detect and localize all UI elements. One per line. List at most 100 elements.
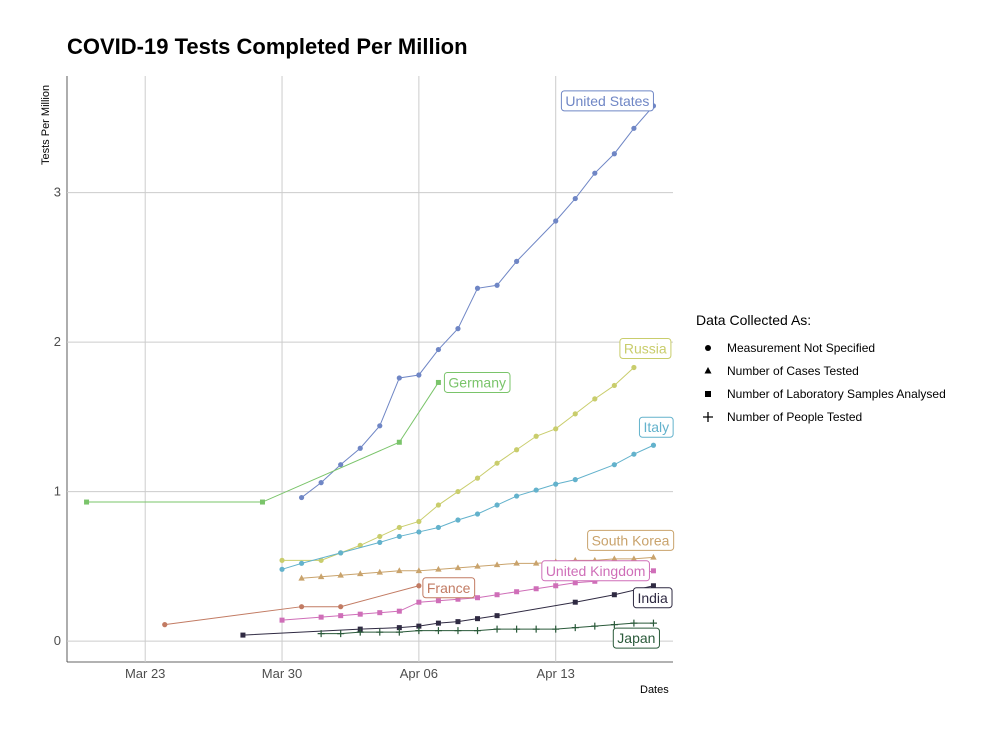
series-label-box (443, 371, 511, 393)
data-point (553, 583, 559, 589)
legend: Data Collected As: Measurement Not Speci… (696, 312, 946, 428)
series-line (301, 105, 654, 498)
series-label-box (560, 90, 654, 112)
data-point (514, 258, 520, 264)
data-point (298, 604, 305, 610)
data-point (631, 451, 637, 457)
square-marker-icon (705, 390, 711, 397)
legend-item-samples: Number of Laboratory Samples Analysed (696, 382, 946, 405)
data-point (377, 423, 383, 429)
data-point (317, 573, 325, 580)
series-line (164, 585, 420, 626)
data-point (611, 462, 617, 468)
data-point (572, 477, 578, 483)
series-line (282, 367, 635, 561)
series-label: Italy (643, 419, 669, 435)
data-point (298, 560, 305, 566)
data-point (279, 617, 285, 623)
data-point (631, 364, 637, 371)
data-point (494, 502, 500, 508)
data-point (514, 589, 520, 595)
data-point (650, 553, 657, 560)
data-point (435, 502, 442, 508)
data-point (357, 570, 364, 577)
data-point (396, 524, 402, 531)
data-point (84, 499, 90, 505)
data-point (494, 460, 500, 466)
data-point (395, 628, 403, 636)
chart-title: COVID-19 Tests Completed Per Million (67, 34, 468, 59)
legend-label: Measurement Not Specified (727, 340, 876, 355)
legend-label: Number of People Tested (727, 409, 863, 424)
data-point (357, 611, 363, 617)
data-point (611, 151, 617, 157)
data-point (298, 574, 305, 581)
data-point (455, 326, 461, 332)
data-point (396, 533, 402, 540)
data-point (454, 564, 462, 571)
data-point (338, 462, 344, 468)
data-point (318, 614, 324, 620)
series-label-box (541, 560, 650, 582)
series-label: Japan (617, 630, 655, 646)
data-point (533, 586, 539, 592)
plus-marker-icon (703, 411, 713, 422)
data-point (435, 598, 441, 604)
x-tick-label: Mar 23 (125, 666, 165, 681)
x-tick-label: Apr 06 (400, 666, 438, 681)
data-point (376, 628, 384, 636)
data-point (377, 539, 383, 546)
legend-label: Number of Laboratory Samples Analysed (727, 386, 946, 401)
data-point (396, 375, 402, 381)
data-point (338, 550, 344, 556)
data-point (396, 439, 402, 445)
data-point (474, 562, 481, 569)
data-point (572, 411, 578, 417)
legend-item-unspecified: Measurement Not Specified (696, 336, 946, 359)
series-label-box (587, 529, 675, 551)
y-tick-label: 2 (54, 334, 61, 349)
data-point (416, 623, 422, 629)
data-point (318, 557, 324, 563)
data-point (630, 555, 638, 562)
data-point (357, 445, 363, 451)
data-point (435, 620, 441, 626)
series-label: Germany (448, 374, 506, 390)
y-tick-label: 3 (54, 185, 61, 200)
data-point (434, 627, 442, 635)
data-point (338, 613, 344, 619)
data-point (514, 493, 520, 499)
data-point (474, 627, 482, 635)
data-point (415, 567, 423, 574)
data-point (591, 622, 599, 630)
series-label: United Kingdom (546, 563, 646, 579)
data-point (396, 567, 403, 574)
data-point (649, 619, 657, 627)
data-point (532, 625, 540, 633)
data-point (571, 624, 579, 632)
data-point (494, 613, 500, 619)
data-point (532, 559, 540, 566)
data-point (474, 285, 481, 291)
series-label: United States (565, 93, 649, 109)
x-axis-label: Dates (640, 684, 669, 696)
data-point (475, 616, 481, 622)
data-point (455, 488, 461, 495)
triangle-marker-icon (704, 366, 712, 373)
data-point (435, 379, 441, 385)
series-label-box (612, 627, 660, 649)
legend-item-cases: Number of Cases Tested (696, 359, 946, 382)
data-point (455, 596, 461, 602)
data-point (416, 372, 422, 378)
data-point (435, 346, 442, 353)
data-point (592, 170, 598, 176)
data-point (435, 565, 442, 572)
series-label-box (422, 577, 476, 599)
data-point (337, 571, 344, 578)
y-tick-label: 1 (54, 484, 61, 499)
data-point (416, 599, 422, 605)
data-point (611, 382, 617, 389)
data-point (162, 622, 168, 628)
data-point (396, 608, 402, 614)
